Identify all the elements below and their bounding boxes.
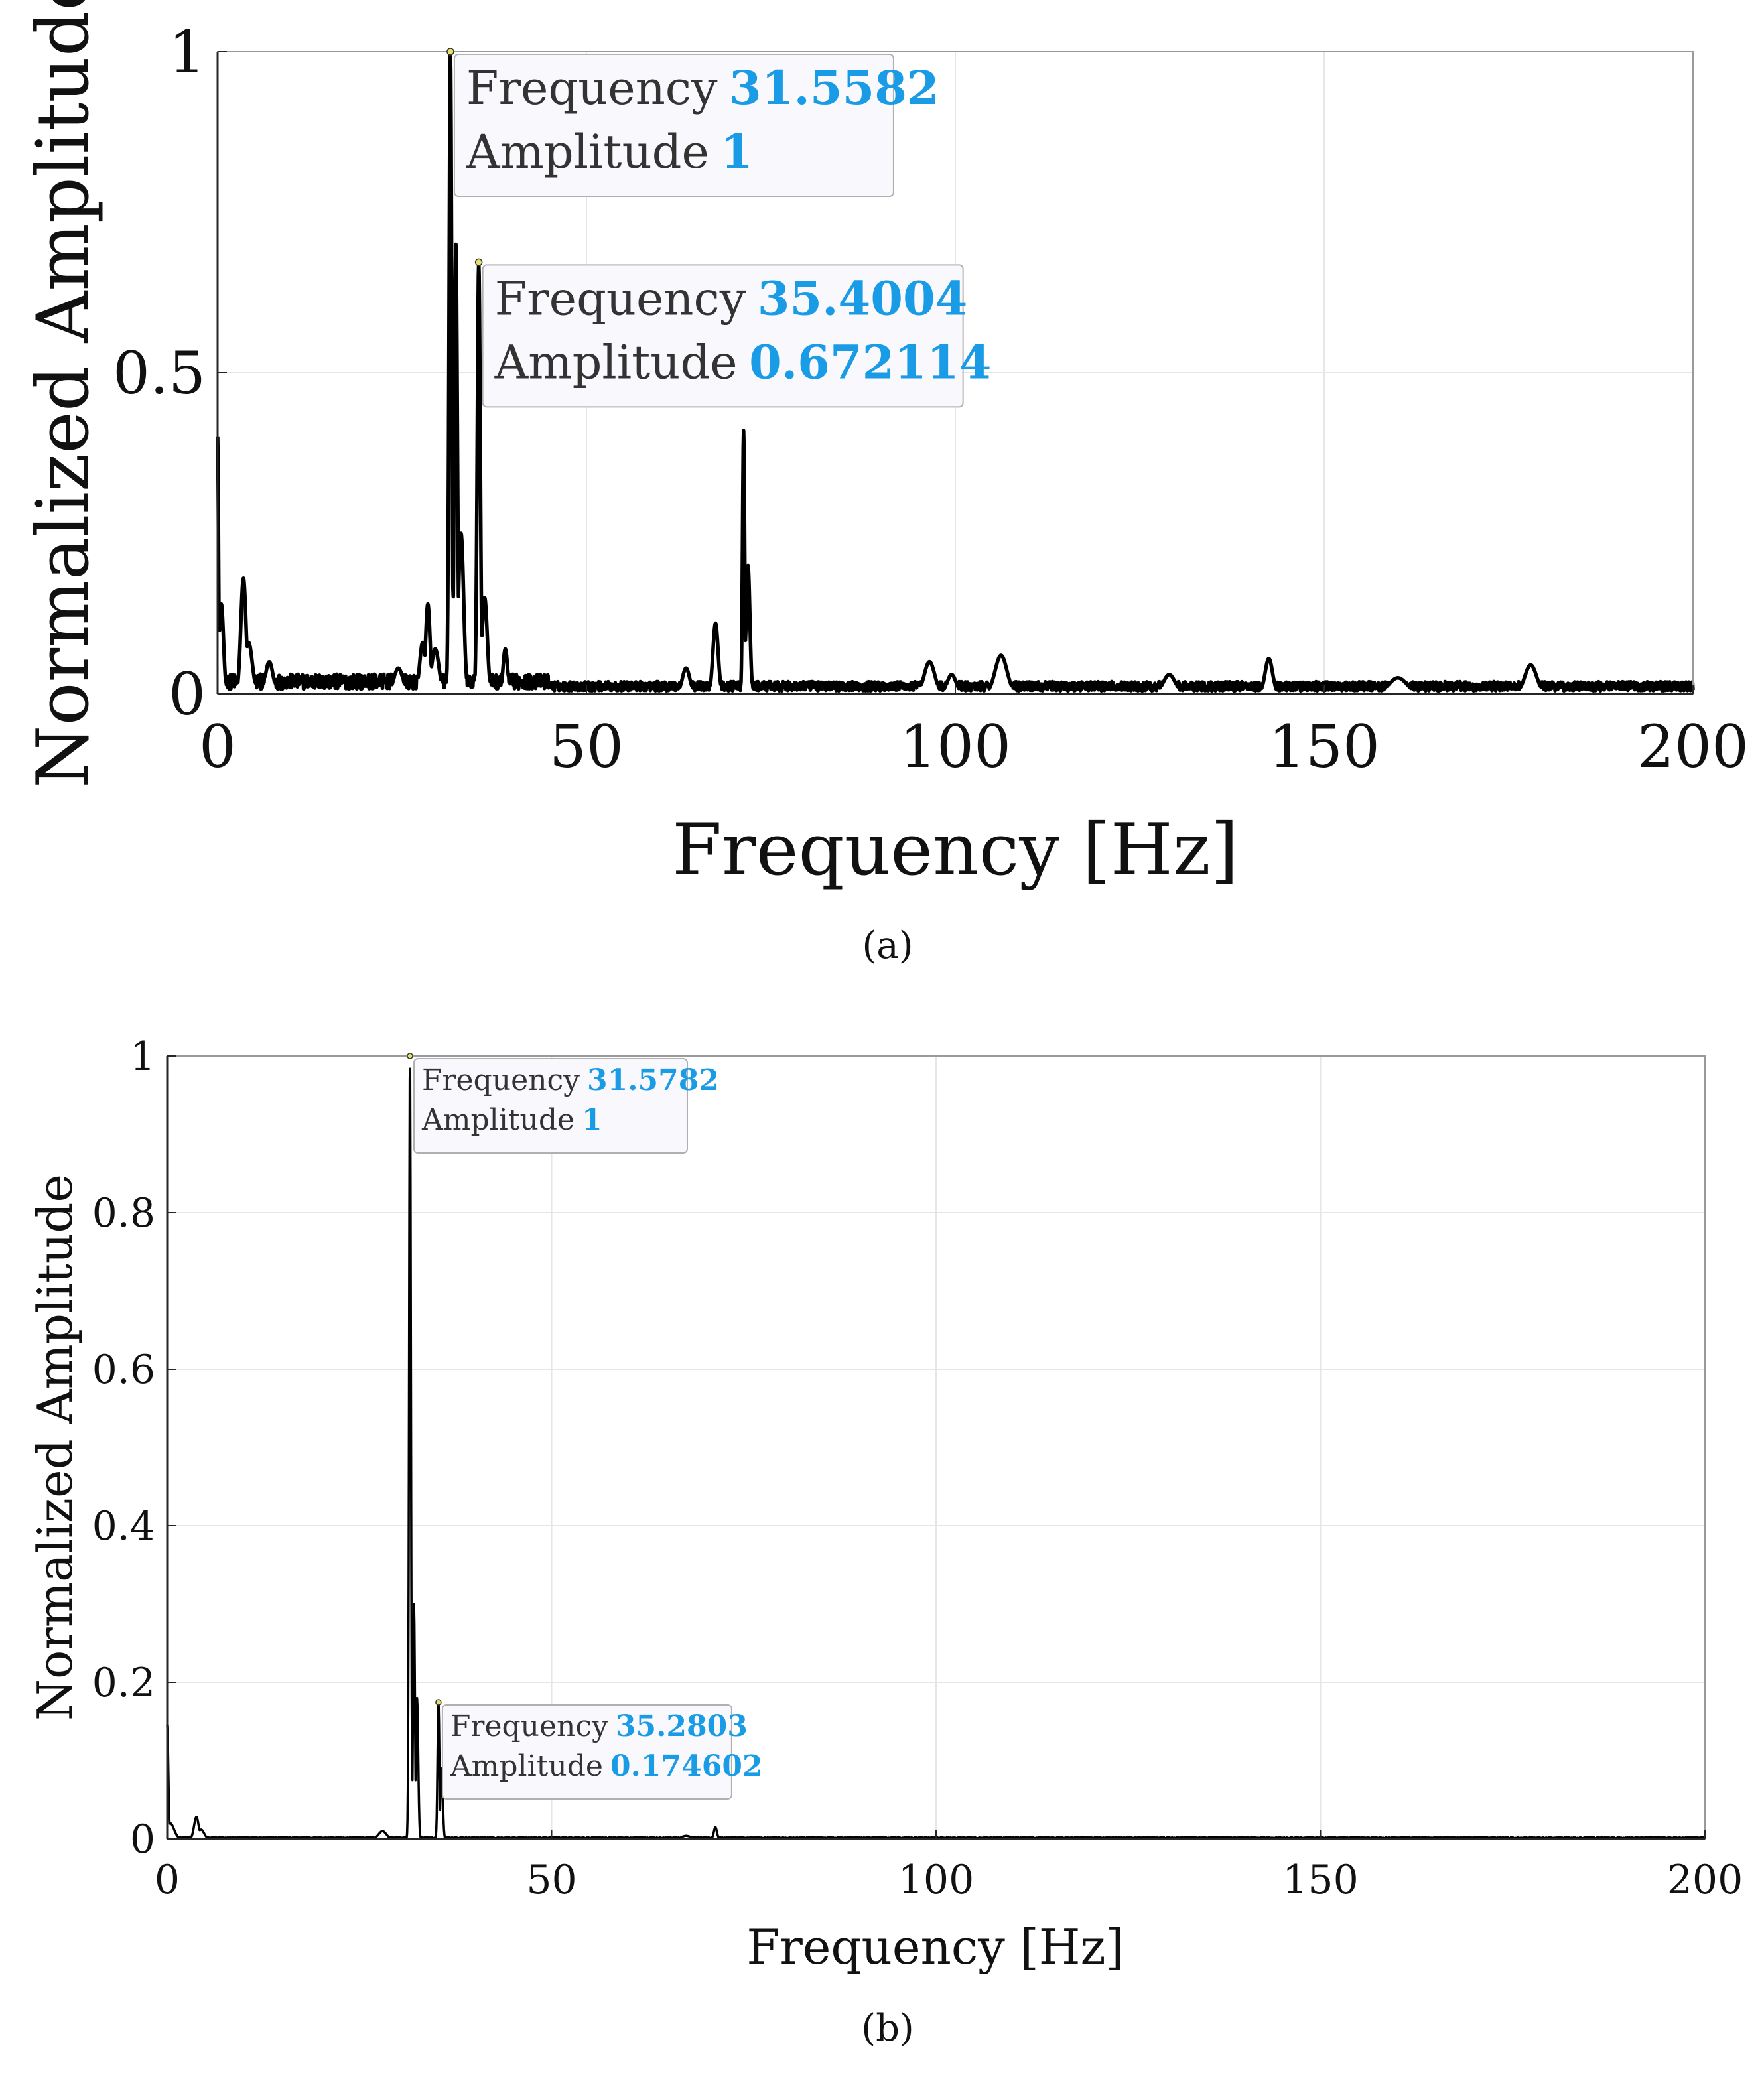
datatip-marker [435, 1699, 442, 1706]
x-tick-label: 200 [1637, 712, 1749, 781]
datatip-amplitude-value: 0.672114 [749, 334, 991, 389]
datatip-frequency-label: Frequency [495, 271, 746, 326]
datatip-marker [474, 258, 483, 267]
datatip-frequency-label: Frequency [466, 61, 718, 115]
panel-caption: (b) [861, 2007, 914, 2050]
y-tick-label: 0.4 [92, 1503, 155, 1550]
datatip-amplitude-label: Amplitude [466, 125, 709, 179]
panel-caption: (a) [862, 924, 913, 967]
x-tick-label: 150 [1268, 712, 1380, 781]
y-tick-label: 0 [169, 660, 206, 728]
x-axis-label: Frequency [Hz] [672, 809, 1239, 892]
spectrum-trace [216, 50, 1695, 693]
x-tick-labels: 0 50 100 150 200 [199, 712, 1749, 781]
y-tick-label: 1 [169, 18, 206, 86]
datatip-amplitude-value: 1 [582, 1103, 602, 1137]
grid [167, 1056, 1705, 1839]
datatip[interactable]: Frequency 35.2803 Amplitude 0.174602 [435, 1699, 763, 1800]
datatip-amplitude-label: Amplitude [450, 1749, 603, 1783]
y-tick-label: 1 [130, 1034, 155, 1080]
datatip-marker [407, 1053, 413, 1059]
x-tick-label: 100 [898, 1857, 975, 1903]
axes-box [216, 51, 1694, 695]
x-tick-label: 150 [1282, 1857, 1359, 1903]
y-axis-label: Normalized Amplitude [22, 0, 105, 788]
datatip[interactable]: Frequency 35.4004 Amplitude 0.672114 [474, 258, 992, 408]
x-tick-label: 50 [526, 1857, 577, 1903]
datatip-box [482, 264, 964, 408]
datatip-amplitude-value: 0.174602 [610, 1749, 763, 1783]
x-tick-labels: 0 50 100 150 200 [155, 1857, 1743, 1903]
x-tick-label: 0 [155, 1857, 180, 1903]
panel-b: 0 50 100 150 200 00.20.40.60.81 Frequency 31.… [27, 1034, 1743, 2050]
datatip-box [413, 1058, 688, 1154]
x-tick-label: 0 [199, 712, 236, 781]
x-tick-label: 200 [1667, 1857, 1743, 1903]
y-tick-label: 0.2 [92, 1660, 155, 1706]
axes-box [166, 1055, 1706, 1840]
x-axis-label: Frequency [Hz] [746, 1919, 1124, 1975]
datatip-frequency: Frequency 35.4004 [495, 271, 968, 326]
y-tick-label: 0.5 [113, 339, 206, 407]
datatip[interactable]: Frequency 31.5782 Amplitude 1 [407, 1053, 719, 1154]
y-tick-label: 0 [130, 1816, 155, 1863]
datatip-frequency-value: 35.2803 [616, 1709, 748, 1743]
datatip-frequency-value: 35.4004 [758, 271, 968, 326]
y-tick-label: 0.8 [92, 1190, 155, 1237]
datatip-frequency-label: Frequency [450, 1709, 608, 1743]
datatip[interactable]: Frequency 31.5582 Amplitude 1 [446, 48, 939, 197]
y-tick-labels: 00.51 [113, 18, 206, 728]
datatip-frequency-value: 31.5582 [729, 60, 939, 115]
datatip-amplitude: Amplitude 1 [466, 124, 753, 179]
datatip-frequency-label: Frequency [422, 1063, 580, 1097]
datatip-amplitude-label: Amplitude [421, 1103, 575, 1137]
datatip-amplitude-value: 1 [720, 124, 753, 179]
datatip-box [441, 1704, 732, 1800]
datatip-amplitude: Amplitude 0.174602 [450, 1749, 763, 1783]
datatip-frequency: Frequency 31.5582 [466, 60, 939, 115]
datatip-box [453, 54, 894, 197]
series-line [216, 50, 1695, 693]
y-axis-label: Normalized Amplitude [27, 1174, 83, 1721]
datatip-amplitude-label: Amplitude [494, 335, 738, 389]
x-tick-label: 100 [900, 712, 1011, 781]
y-tick-label: 0.6 [92, 1347, 155, 1393]
datatip-amplitude: Amplitude 0.672114 [494, 334, 992, 389]
y-tick-labels: 0 0.2 0.4 0.6 0.8 1 [92, 1034, 155, 1863]
panel-a: 0 50 100 150 200 00.51 Frequency 31.5582Ampli… [22, 0, 1749, 967]
datatip-frequency-value: 31.5782 [587, 1063, 719, 1097]
x-tick-label: 50 [549, 712, 624, 781]
datatip-amplitude: Amplitude 1 [421, 1103, 602, 1137]
datatip-marker [446, 48, 454, 56]
datatip-frequency: Frequency 35.2803 [450, 1709, 748, 1743]
datatip-frequency: Frequency 31.5782 [422, 1063, 719, 1097]
